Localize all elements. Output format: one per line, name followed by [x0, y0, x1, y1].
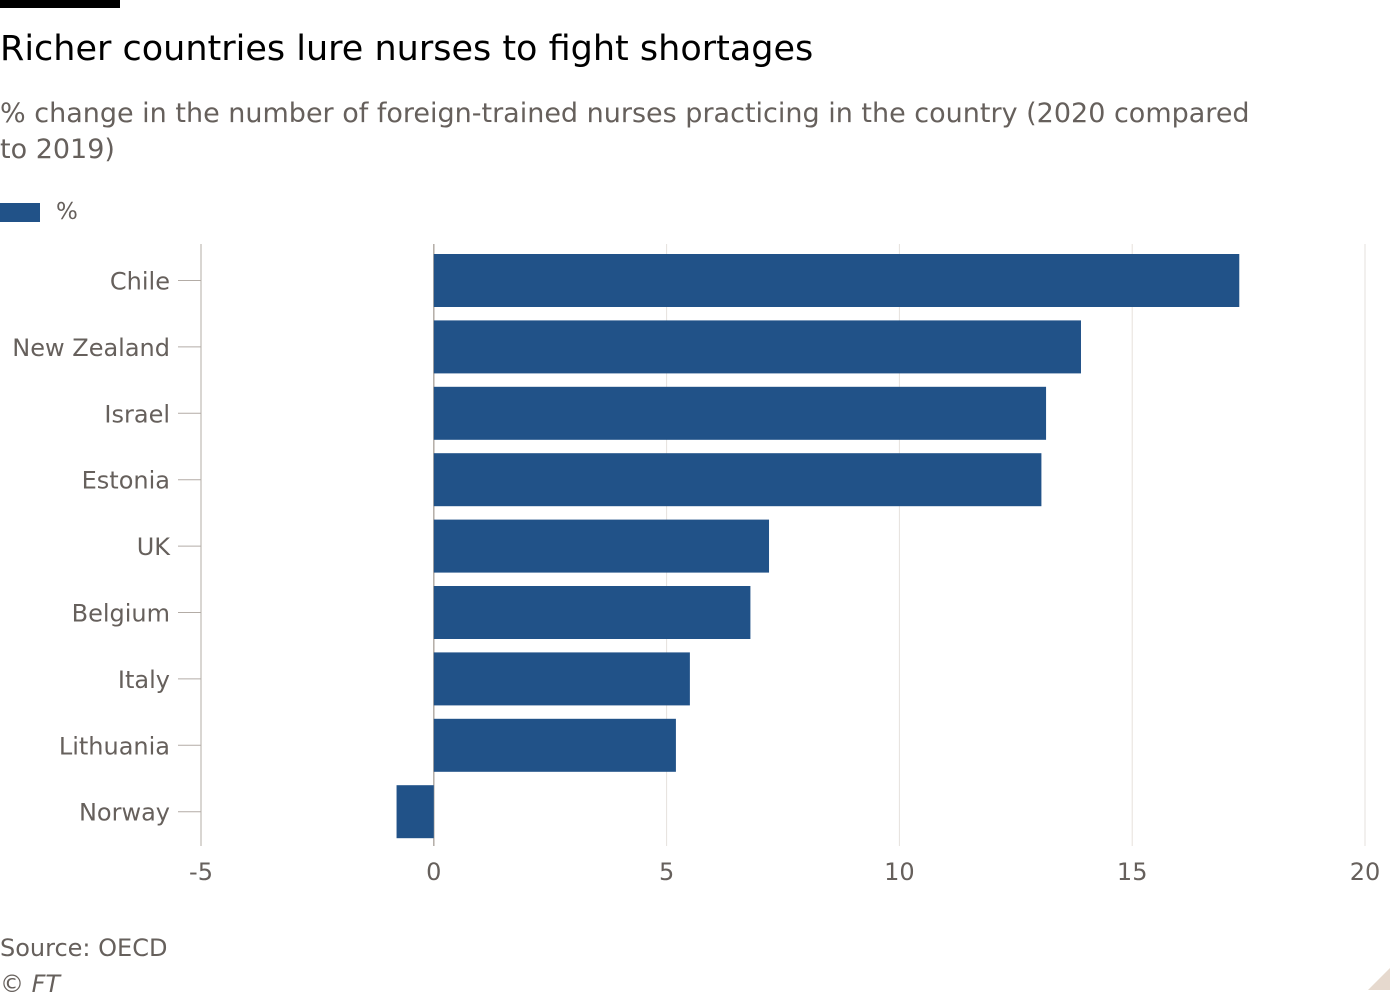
bar-uk [433, 519, 770, 573]
corner-mark [1368, 968, 1390, 990]
chart-subtitle: % change in the number of foreign-traine… [0, 98, 1250, 165]
legend: % [0, 198, 78, 226]
bar-estonia [433, 453, 1042, 507]
category-label: Lithuania [59, 732, 170, 760]
x-tick-label: 5 [659, 858, 674, 886]
copyright-note: © FT [0, 970, 61, 998]
category-label: Norway [79, 799, 170, 827]
x-tick-label: -5 [189, 858, 213, 886]
category-label: UK [137, 533, 172, 561]
x-tick-label: 10 [884, 858, 915, 886]
bar-israel [433, 386, 1047, 440]
category-label: New Zealand [12, 334, 170, 362]
category-label: Estonia [82, 467, 170, 495]
category-label: Chile [110, 268, 170, 296]
top-rule [0, 0, 120, 8]
category-label: Israel [104, 400, 170, 428]
legend-label: % [56, 199, 78, 225]
x-tick-label: 0 [426, 858, 441, 886]
bar-belgium [433, 586, 751, 639]
bar-chile [433, 254, 1240, 307]
category-label: Italy [118, 666, 170, 694]
bar-italy [433, 652, 690, 706]
chart-title: Richer countries lure nurses to fight sh… [0, 29, 814, 69]
bar-norway [396, 785, 434, 839]
x-tick-label: 15 [1117, 858, 1148, 886]
bar-new-zealand [433, 320, 1081, 374]
category-label: Belgium [72, 600, 170, 628]
x-tick-label: 20 [1350, 858, 1381, 886]
source-note: Source: OECD [0, 934, 168, 962]
legend-swatch [0, 202, 40, 222]
bar-lithuania [433, 718, 676, 772]
